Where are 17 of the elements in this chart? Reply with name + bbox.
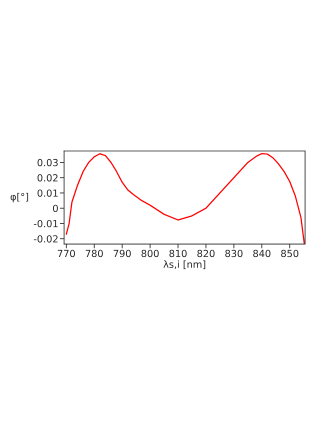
x-tick-label: 840 (253, 250, 270, 258)
y-tick-label: 0.03 (38, 158, 58, 166)
y-tick-label: 0.01 (38, 189, 58, 197)
x-tick-label: 800 (141, 250, 159, 258)
y-tick-label: -0.02 (34, 235, 58, 243)
x-axis-title: λs,i [nm] (163, 260, 206, 270)
x-tick-label: 850 (281, 250, 298, 258)
x-tick-label: 770 (58, 250, 75, 258)
y-tick-label: 0.02 (38, 174, 58, 182)
y-tick-label: -0.01 (34, 220, 58, 228)
x-tick-label: 810 (169, 250, 187, 258)
x-tick-label: 780 (86, 250, 103, 258)
x-tick-label: 830 (225, 250, 243, 258)
y-tick-label: 0 (52, 204, 58, 212)
y-axis-title: φ[°] (10, 192, 28, 202)
x-tick-label: 790 (114, 250, 131, 258)
x-tick-label: 820 (197, 250, 215, 258)
